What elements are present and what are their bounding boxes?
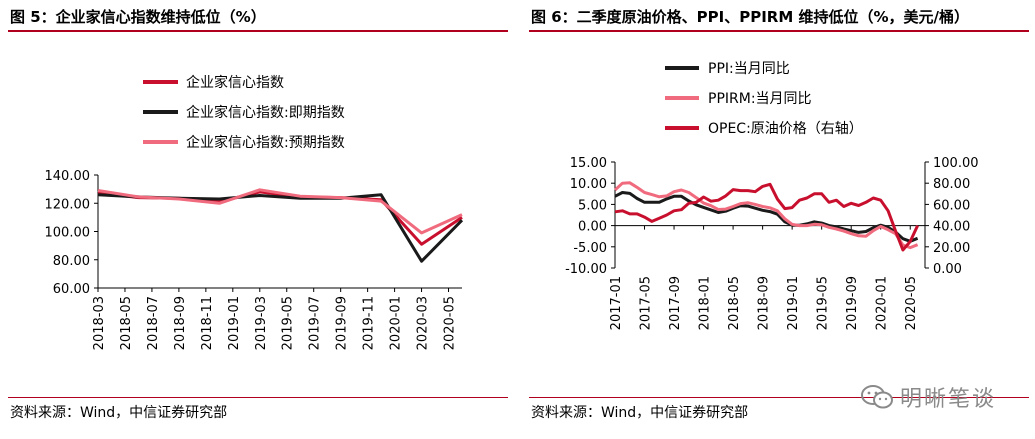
y-left-tick-label-5: 10.00 — [570, 177, 607, 192]
left-source-note: 资料来源：Wind，中信证券研究部 — [10, 405, 228, 421]
x-tick-label-5: 2018-11 — [200, 296, 215, 350]
y-left-tick-label-4: 5.00 — [578, 198, 607, 213]
x-tick-label-2: 2018-05 — [119, 296, 134, 350]
right-source-rule — [529, 397, 1029, 398]
series-line-3 — [614, 182, 919, 252]
watermark: 明晰笔谈 — [860, 381, 996, 413]
x-tick-label-6: 2018-09 — [757, 276, 772, 330]
x-tick-label-4: 2018-01 — [698, 276, 713, 330]
x-tick-label-10: 2020-01 — [875, 276, 890, 330]
x-tick-label-3: 2017-09 — [668, 276, 683, 330]
left-source-rule — [8, 397, 508, 398]
x-tick-label-1: 2017-01 — [609, 276, 624, 330]
x-tick-label-2: 2017-05 — [639, 276, 654, 330]
y-left-tick-label-6: 15.00 — [570, 156, 607, 171]
x-tick-label-7: 2019-01 — [786, 276, 801, 330]
y-right-tick-label-4: 60.00 — [933, 198, 970, 213]
legend-label-3: 企业家信心指数:预期指数 — [186, 134, 345, 151]
x-tick-label-3: 2018-07 — [146, 296, 161, 350]
y-right-tick-label-1: 0.00 — [933, 262, 962, 277]
legend-label-3: OPEC:原油价格（右轴） — [708, 121, 863, 137]
right-source-note: 资料来源：Wind，中信证券研究部 — [531, 405, 749, 421]
y-left-tick-label-3: 0.00 — [578, 220, 607, 235]
legend-label-1: 企业家信心指数 — [186, 74, 284, 91]
series-line-1 — [614, 191, 919, 243]
x-tick-label-12: 2020-01 — [389, 296, 404, 350]
y-right-tick-label-2: 20.00 — [933, 241, 970, 256]
x-tick-label-6: 2019-01 — [227, 296, 242, 350]
y-right-tick-label-3: 40.00 — [933, 220, 970, 235]
x-tick-label-9: 2019-07 — [308, 296, 323, 350]
x-tick-label-10: 2019-09 — [335, 296, 350, 350]
y-left-tick-label-1: -10.00 — [565, 262, 607, 277]
x-tick-label-5: 2018-05 — [727, 276, 742, 330]
x-tick-label-11: 2019-11 — [362, 296, 377, 350]
series-line-3 — [97, 188, 463, 235]
y-tick-label-3: 100.00 — [45, 226, 91, 241]
y-tick-label-5: 140.00 — [45, 169, 91, 184]
watermark-text: 明晰笔谈 — [900, 387, 997, 412]
x-tick-label-9: 2019-09 — [845, 276, 860, 330]
left-figure-title: 图 5：企业家信心指数维持低位（%） — [10, 8, 266, 26]
x-tick-label-13: 2020-03 — [416, 296, 431, 350]
legend-label-1: PPI:当月同比 — [708, 61, 790, 77]
wechat-icon — [861, 385, 893, 409]
x-tick-label-11: 2020-05 — [904, 276, 919, 330]
y-right-tick-label-6: 100.00 — [933, 156, 979, 171]
y-left-tick-label-2: -5.00 — [573, 241, 607, 256]
x-tick-label-8: 2019-05 — [816, 276, 831, 330]
left-title-rule — [8, 30, 508, 32]
y-tick-label-1: 60.00 — [53, 282, 90, 297]
x-tick-label-4: 2018-09 — [173, 296, 188, 350]
y-tick-label-2: 80.00 — [53, 254, 90, 269]
x-tick-label-8: 2019-05 — [281, 296, 296, 350]
legend-label-2: PPIRM:当月同比 — [708, 91, 812, 107]
y-right-tick-label-5: 80.00 — [933, 177, 970, 192]
x-tick-label-14: 2020-05 — [443, 296, 458, 350]
legend-label-2: 企业家信心指数:即期指数 — [186, 104, 345, 121]
right-figure-title: 图 6：二季度原油价格、PPI、PPIRM 维持低位（%，美元/桶） — [531, 8, 970, 26]
right-title-rule — [529, 30, 1029, 32]
right-oil-ppi-chart: PPI:当月同比 PPIRM:当月同比 OPEC:原油价格（右轴） -10.00 -5.… — [565, 61, 979, 330]
x-tick-label-7: 2019-03 — [254, 296, 269, 350]
y-tick-label-4: 120.00 — [45, 197, 91, 212]
series-line-2 — [613, 181, 919, 250]
x-tick-label-1: 2018-03 — [92, 296, 107, 350]
